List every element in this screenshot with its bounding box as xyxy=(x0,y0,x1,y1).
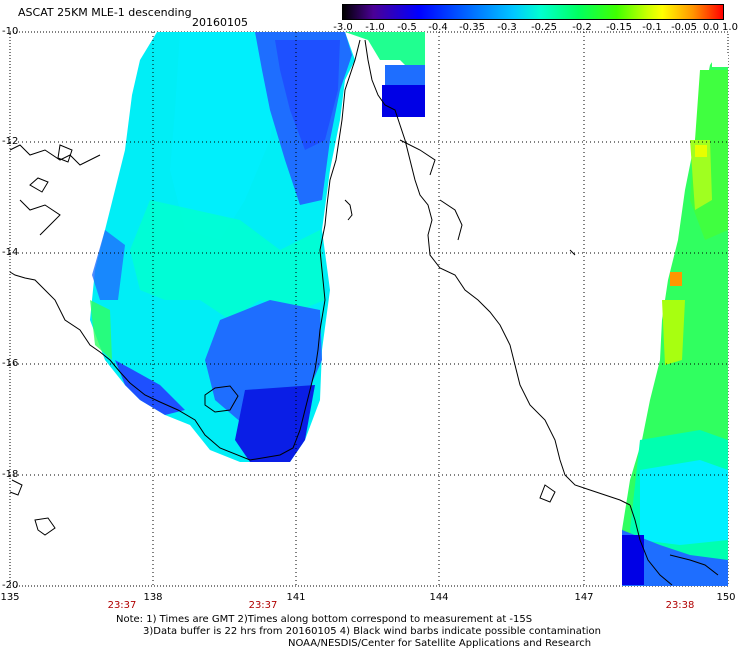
footer-note-2: 3)Data buffer is 22 hrs from 20160105 4)… xyxy=(143,626,601,637)
lat-label: -18 xyxy=(2,469,19,480)
colorbar-label: -3.0 xyxy=(333,22,353,33)
colorbar xyxy=(342,4,724,20)
lon-label: 144 xyxy=(429,592,449,603)
lat-lon-grid xyxy=(10,32,728,586)
lon-label: 147 xyxy=(574,592,594,603)
lat-label: -16 xyxy=(2,358,19,369)
time-label: 23:38 xyxy=(665,600,695,611)
colorbar-labels: -3.0 -1.0 -0.5 -0.4 -0.35 -0.3 -0.25 -0.… xyxy=(330,22,740,36)
lon-label: 150 xyxy=(716,592,736,603)
footer-credit: NOAA/NESDIS/Center for Satellite Applica… xyxy=(288,638,592,649)
time-label: 23:37 xyxy=(248,600,278,611)
colorbar-label: -0.35 xyxy=(459,22,485,33)
colorbar-label: -0.4 xyxy=(428,22,448,33)
colorbar-label: -0.05 xyxy=(671,22,697,33)
colorbar-label: -0.1 xyxy=(642,22,662,33)
colorbar-label: -0.15 xyxy=(606,22,632,33)
colorbar-label: -0.3 xyxy=(497,22,517,33)
time-label: 23:37 xyxy=(107,600,137,611)
lon-label: 135 xyxy=(0,592,20,603)
colorbar-label: -1.0 xyxy=(365,22,385,33)
east-swath xyxy=(622,55,728,586)
west-swath xyxy=(90,32,425,462)
lat-label: -12 xyxy=(2,136,19,147)
colorbar-label: -0.2 xyxy=(572,22,592,33)
colorbar-label: 1.0 xyxy=(722,22,738,33)
footer-note-1: Note: 1) Times are GMT 2)Times along bot… xyxy=(116,614,533,625)
coastline xyxy=(9,39,719,586)
colorbar-label: -0.25 xyxy=(531,22,557,33)
lat-label: -10 xyxy=(2,26,19,37)
product-title: ASCAT 25KM MLE-1 descending xyxy=(18,6,192,19)
lon-label: 141 xyxy=(286,592,306,603)
lat-label: -14 xyxy=(2,247,19,258)
colorbar-label: 0.0 xyxy=(703,22,719,33)
colorbar-label: -0.5 xyxy=(397,22,417,33)
lon-label: 138 xyxy=(143,592,163,603)
product-date: 20160105 xyxy=(192,16,248,29)
lat-label: -20 xyxy=(2,580,19,591)
